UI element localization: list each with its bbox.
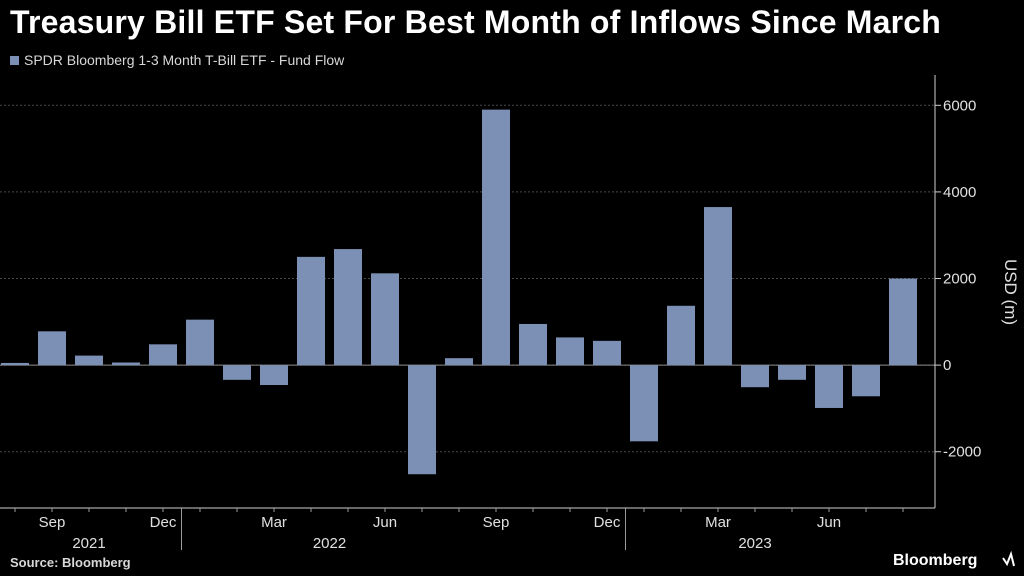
x-tick-label: Jun bbox=[817, 514, 841, 531]
legend: SPDR Bloomberg 1-3 Month T-Bill ETF - Fu… bbox=[10, 52, 344, 68]
bloomberg-mark-icon bbox=[1002, 550, 1015, 567]
bar bbox=[408, 365, 436, 475]
bar bbox=[186, 319, 214, 366]
bar bbox=[260, 365, 288, 386]
x-year-label: 2021 bbox=[72, 535, 105, 552]
bar bbox=[334, 249, 362, 366]
x-tick-label: Mar bbox=[261, 514, 287, 531]
bar bbox=[223, 365, 251, 380]
bar bbox=[741, 365, 769, 388]
y-tick-label: -2000 bbox=[943, 444, 981, 461]
bar bbox=[630, 365, 658, 442]
source-note: Source: Bloomberg bbox=[10, 555, 131, 570]
bar bbox=[75, 355, 103, 366]
bar bbox=[149, 344, 177, 366]
x-tick-label: Dec bbox=[150, 514, 177, 531]
bar bbox=[371, 273, 399, 366]
legend-label: SPDR Bloomberg 1-3 Month T-Bill ETF - Fu… bbox=[24, 52, 345, 68]
x-tick-label: Sep bbox=[483, 514, 510, 531]
chart-title: Treasury Bill ETF Set For Best Month of … bbox=[10, 4, 942, 40]
y-tick-label: 4000 bbox=[943, 184, 976, 201]
y-tick-label: 6000 bbox=[943, 97, 976, 114]
y-axis-title: USD (m) bbox=[1001, 259, 1020, 325]
bar bbox=[297, 256, 325, 366]
bar bbox=[852, 365, 880, 397]
bar bbox=[112, 362, 140, 366]
bar bbox=[778, 365, 806, 380]
bar bbox=[704, 207, 732, 366]
y-tick-label: 2000 bbox=[943, 271, 976, 288]
bar bbox=[667, 305, 695, 366]
bar bbox=[815, 365, 843, 408]
bar bbox=[556, 337, 584, 366]
bar bbox=[889, 278, 917, 366]
x-tick-label: Dec bbox=[594, 514, 621, 531]
bar bbox=[482, 109, 510, 366]
bar bbox=[519, 323, 547, 366]
legend-swatch bbox=[10, 55, 19, 65]
bar bbox=[593, 340, 621, 366]
bar bbox=[445, 358, 473, 366]
x-tick-label: Sep bbox=[39, 514, 66, 531]
y-tick-label: 0 bbox=[943, 357, 951, 374]
bloomberg-logo: Bloomberg bbox=[893, 552, 978, 569]
x-tick-label: Mar bbox=[705, 514, 731, 531]
bar bbox=[38, 331, 66, 366]
bar bbox=[1, 362, 29, 366]
x-year-label: 2022 bbox=[313, 535, 346, 552]
x-year-label: 2023 bbox=[738, 535, 771, 552]
x-tick-label: Jun bbox=[373, 514, 397, 531]
